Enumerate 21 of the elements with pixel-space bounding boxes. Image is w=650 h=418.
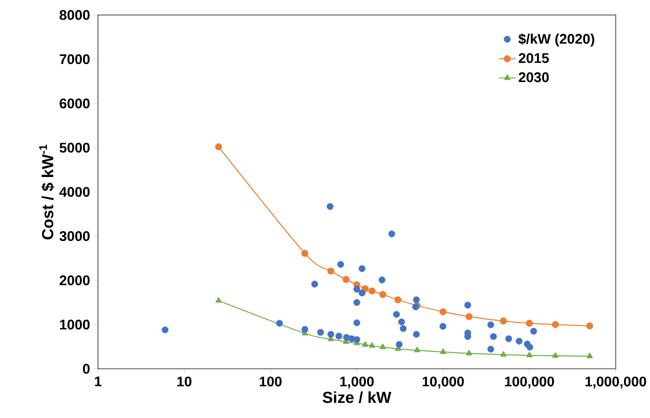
y-tick-label: 6000 (60, 98, 90, 108)
x-tick-label: 100 (260, 376, 282, 387)
x-axis-title: Size / kW (322, 391, 392, 404)
y-tick-label: 2000 (60, 276, 90, 286)
y-tick-label: 4000 (59, 187, 90, 197)
y-tick-label: 0 (82, 364, 90, 374)
x-tick-label: 1,000,000 (586, 376, 646, 389)
y-tick-label: 7000 (60, 54, 90, 64)
x-tick-label: 1,000 (340, 376, 374, 389)
legend-label: 2030 (518, 72, 549, 82)
legend-label: 2015 (518, 53, 549, 64)
x-tick-label: 10,000 (422, 376, 464, 389)
legend-label: $/kW (2020) (518, 33, 594, 47)
x-tick-label: 1 (94, 376, 102, 386)
x-tick-label: 100,000 (505, 376, 554, 389)
y-tick-label: 5000 (60, 142, 90, 153)
x-tick-label: 10 (177, 376, 192, 387)
y-axis-title: Cost / $ kW$^{-1}$ (39, 144, 54, 240)
y-tick-label: 3000 (60, 231, 90, 242)
y-tick-label: 1000 (60, 320, 90, 330)
y-tick-label: 8000 (60, 10, 90, 20)
